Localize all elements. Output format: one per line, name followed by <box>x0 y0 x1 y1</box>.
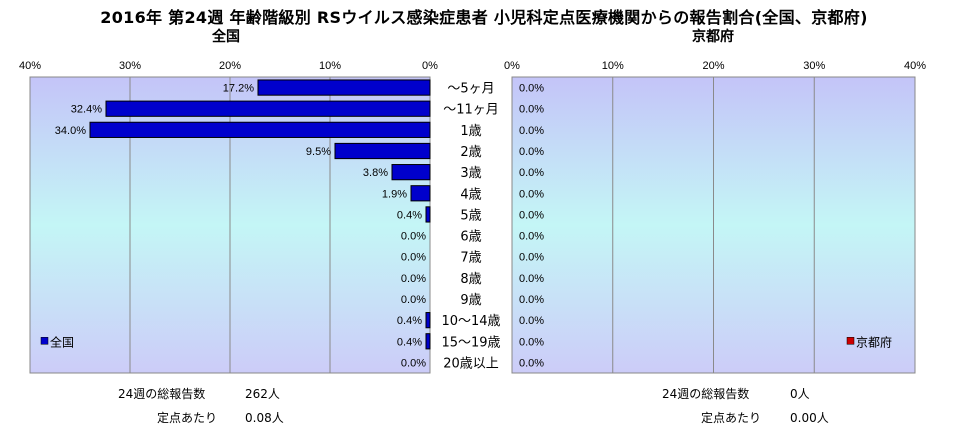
national-per-value: 0.08人 <box>245 411 284 425</box>
national-per-label: 定点あたり <box>157 411 218 425</box>
kyoto-tick-label: 10% <box>602 60 624 72</box>
national-data-label: 3.8% <box>363 167 388 179</box>
kyoto-data-label: 0.0% <box>519 209 544 221</box>
national-data-label: 9.5% <box>306 146 331 158</box>
national-bar <box>391 164 431 181</box>
kyoto-data-label: 0.0% <box>519 336 544 348</box>
kyoto-tick-label: 40% <box>904 60 926 72</box>
kyoto-data-label: 0.0% <box>519 188 544 200</box>
kyoto-data-label: 0.0% <box>519 252 544 264</box>
category-label: 6歳 <box>460 230 481 245</box>
kyoto-total-value: 0人 <box>790 387 810 401</box>
national-bar <box>334 142 431 160</box>
kyoto-data-label: 0.0% <box>519 83 544 95</box>
kyoto-data-label: 0.0% <box>519 125 544 137</box>
category-label: 5歳 <box>460 208 481 223</box>
category-label: 20歳以上 <box>443 356 499 371</box>
category-label: 7歳 <box>460 251 481 266</box>
category-label: ～11ヶ月 <box>443 103 499 118</box>
national-data-label: 0.4% <box>397 336 422 348</box>
national-legend-swatch <box>40 337 49 345</box>
national-bar <box>89 121 431 138</box>
national-tick-label: 40% <box>19 60 41 72</box>
national-tick-label: 30% <box>119 60 141 72</box>
national-data-label: 0.4% <box>397 315 422 327</box>
kyoto-tick-label: 0% <box>504 60 520 72</box>
national-bar <box>425 312 431 329</box>
national-total-label: 24週の総報告数 <box>118 387 206 401</box>
category-label: 15～19歳 <box>441 335 500 350</box>
category-label: 3歳 <box>460 166 481 181</box>
national-data-label: 0.4% <box>397 209 422 221</box>
kyoto-tick-label: 30% <box>803 60 825 72</box>
national-legend-label: 全国 <box>50 334 74 349</box>
kyoto-per-label: 定点あたり <box>701 411 762 425</box>
national-data-label: 0.0% <box>401 252 426 264</box>
national-bar <box>410 185 431 202</box>
national-tick-label: 10% <box>319 60 341 72</box>
kyoto-data-label: 0.0% <box>519 167 544 179</box>
national-data-label: 0.0% <box>401 294 426 306</box>
panel-title-kyoto: 京都府 <box>692 29 734 45</box>
kyoto-legend-swatch <box>846 337 855 345</box>
national-data-label: 0.0% <box>401 231 426 243</box>
kyoto-total-label: 24週の総報告数 <box>662 387 750 401</box>
national-data-label: 34.0% <box>55 125 86 137</box>
category-label: 8歳 <box>460 272 481 287</box>
panel-title-national: 全国 <box>212 29 240 45</box>
chart-title: 2016年 第24週 年齢階級別 RSウイルス感染症患者 小児科定点医療機関から… <box>100 8 868 27</box>
national-tick-label: 20% <box>219 60 241 72</box>
national-tick-label: 0% <box>422 60 438 72</box>
national-bar <box>105 100 431 117</box>
kyoto-legend-label: 京都府 <box>856 334 892 349</box>
category-label: 10～14歳 <box>441 314 500 329</box>
national-data-label: 1.9% <box>382 188 407 200</box>
kyoto-data-label: 0.0% <box>519 104 544 116</box>
kyoto-tick-label: 20% <box>702 60 724 72</box>
category-label: ～5ヶ月 <box>447 82 494 97</box>
national-data-label: 0.0% <box>401 273 426 285</box>
national-data-label: 0.0% <box>401 357 426 369</box>
national-bar <box>425 333 431 350</box>
kyoto-data-label: 0.0% <box>519 231 544 243</box>
national-bar <box>257 79 431 96</box>
kyoto-data-label: 0.0% <box>519 357 544 369</box>
category-label: 4歳 <box>460 187 481 202</box>
kyoto-data-label: 0.0% <box>519 294 544 306</box>
kyoto-data-label: 0.0% <box>519 146 544 158</box>
category-label: 9歳 <box>460 293 481 308</box>
category-label: 2歳 <box>460 145 481 160</box>
kyoto-per-value: 0.00人 <box>790 411 829 425</box>
national-bar <box>425 206 431 223</box>
kyoto-data-label: 0.0% <box>519 273 544 285</box>
kyoto-data-label: 0.0% <box>519 315 544 327</box>
national-data-label: 17.2% <box>223 83 254 95</box>
national-total-value: 262人 <box>245 387 280 401</box>
category-label: 1歳 <box>460 124 481 139</box>
national-data-label: 32.4% <box>71 104 102 116</box>
